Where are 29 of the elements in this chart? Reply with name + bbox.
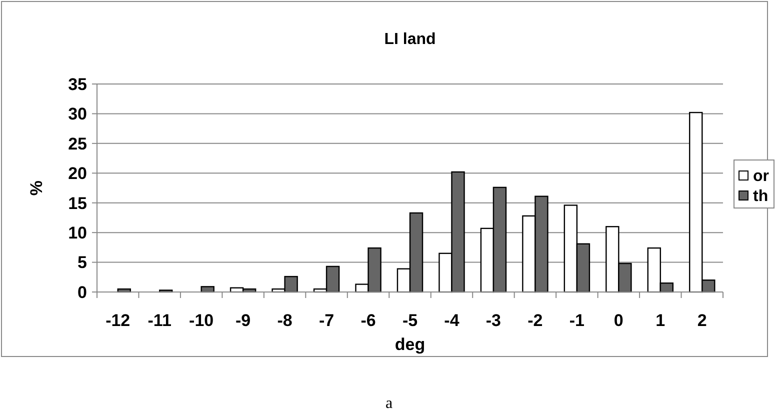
y-tick-label: 35: [68, 74, 87, 94]
text: a: [385, 395, 393, 412]
legend-label: or: [753, 168, 769, 185]
x-tick-label: -9: [236, 311, 251, 330]
y-tick-label: 0: [78, 282, 87, 302]
x-tick-label: -5: [402, 311, 418, 330]
x-tick-label: -12: [106, 311, 130, 330]
x-axis-title: deg: [394, 335, 426, 354]
x-tick-label: 0: [614, 311, 624, 330]
x-tick-label: -1: [569, 311, 584, 330]
legend-label: th: [753, 188, 768, 205]
x-tick-label: -8: [277, 311, 292, 330]
x-tick-label: -11: [148, 311, 172, 330]
x-tick-label: -4: [444, 311, 460, 330]
y-axis-title: %: [27, 180, 46, 196]
y-tick-label: 15: [68, 194, 87, 213]
x-tick-label: 2: [697, 311, 707, 330]
x-tick-label: -3: [486, 311, 502, 330]
x-tick-label: -6: [360, 311, 376, 330]
x-tick-label: 1: [656, 311, 666, 330]
y-tick-label: 5: [78, 253, 87, 272]
x-tick-label: -7: [318, 311, 334, 330]
y-tick-label: 25: [68, 134, 87, 154]
chart-title: LI land: [384, 31, 436, 48]
x-tick-label: -10: [189, 311, 214, 330]
y-tick-label: 20: [68, 164, 87, 184]
y-tick-label: 10: [68, 224, 87, 243]
x-tick-label: -2: [528, 311, 543, 330]
y-tick-label: 30: [68, 104, 87, 124]
